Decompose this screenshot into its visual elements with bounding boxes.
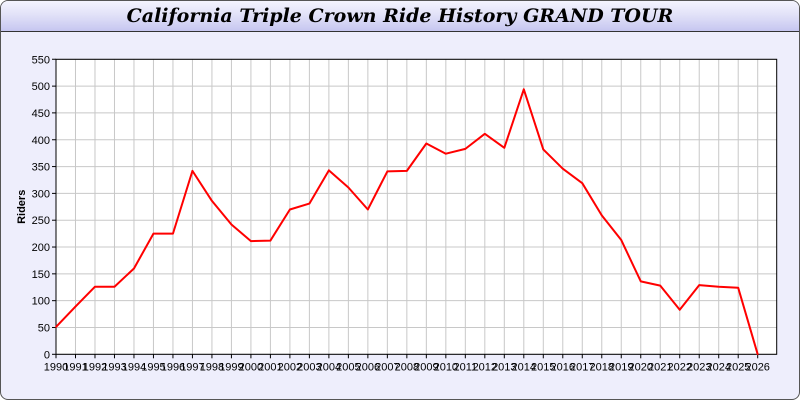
data-point [737, 286, 740, 289]
data-point [367, 208, 369, 211]
data-point [581, 182, 584, 184]
x-tick-label: 1992 [83, 361, 107, 373]
data-point [406, 170, 408, 172]
y-tick-label: 350 [32, 162, 50, 174]
data-point [74, 305, 77, 308]
data-point [308, 202, 311, 205]
plot-area [56, 59, 777, 355]
data-point [678, 308, 681, 311]
x-tick-label: 2001 [258, 361, 282, 373]
data-point [133, 267, 135, 270]
y-tick-label: 50 [38, 322, 50, 334]
x-tick-label: 2010 [434, 361, 458, 373]
y-tick-label: 450 [32, 108, 50, 120]
x-tick-label: 1993 [102, 361, 126, 373]
x-tick-label: 2013 [492, 361, 516, 373]
data-point [425, 142, 428, 145]
y-tick-label: 150 [32, 269, 50, 281]
data-point [503, 147, 506, 149]
y-tick-label: 550 [32, 54, 50, 66]
x-tick-label: 2014 [512, 361, 536, 373]
chart-title: California Triple Crown Ride History GRA… [126, 5, 674, 27]
y-tick-label: 500 [32, 81, 50, 93]
title-bar: California Triple Crown Ride History GRA… [1, 1, 799, 32]
data-point [659, 284, 662, 287]
data-point [347, 186, 350, 189]
x-tick-label: 2000 [239, 361, 263, 373]
data-point [523, 88, 525, 91]
x-tick-label: 1996 [161, 361, 185, 373]
data-point [756, 353, 759, 356]
data-point [269, 239, 272, 242]
data-point [113, 285, 116, 288]
y-axis-label: Riders [16, 190, 28, 224]
x-tick-label: 1997 [180, 361, 204, 373]
data-point [445, 152, 447, 155]
data-point [464, 148, 467, 150]
x-tick-label: 2025 [726, 361, 750, 373]
x-tick-label: 1990 [44, 361, 68, 373]
x-tick-label: 2002 [278, 361, 302, 373]
data-point [172, 232, 174, 235]
x-tick-label: 2022 [667, 361, 691, 373]
plot-border [55, 58, 778, 355]
data-point [250, 240, 252, 242]
x-tick-label: 2008 [395, 361, 419, 373]
x-tick-label: 2004 [317, 361, 341, 373]
data-point [328, 169, 330, 172]
x-tick-label: 2021 [648, 361, 672, 373]
x-tick-label: 2019 [609, 361, 633, 373]
x-tick-label: 2023 [687, 361, 711, 373]
x-tick-label: 2017 [570, 361, 594, 373]
data-point [698, 284, 701, 286]
data-point [191, 170, 194, 172]
x-tick-label: 2006 [356, 361, 380, 373]
data-point [639, 280, 642, 283]
y-tick-label: 400 [32, 135, 50, 147]
data-point [230, 223, 233, 226]
x-tick-label: 2012 [473, 361, 497, 373]
x-tick-label: 1998 [200, 361, 224, 373]
x-tick-label: 2003 [297, 361, 321, 373]
y-tick-label: 100 [32, 296, 50, 308]
x-tick-label: 2018 [590, 361, 614, 373]
data-point [620, 239, 623, 241]
x-tick-label: 2009 [414, 361, 438, 373]
data-point [717, 285, 720, 288]
data-point [600, 214, 603, 217]
data-point [152, 232, 155, 235]
x-tick-label: 2026 [745, 361, 769, 373]
data-point [55, 326, 57, 328]
x-tick-label: 1994 [122, 361, 146, 373]
data-point [542, 148, 545, 151]
x-tick-label: 2015 [531, 361, 555, 373]
data-point [561, 167, 564, 170]
x-tick-label: 1995 [141, 361, 165, 373]
data-point [211, 200, 213, 202]
data-point [289, 208, 291, 211]
y-tick-label: 200 [32, 242, 50, 254]
x-tick-label: 1991 [63, 361, 87, 373]
x-tick-label: 2020 [629, 361, 653, 373]
x-tick-label: 2011 [453, 361, 477, 373]
data-point [484, 133, 486, 135]
x-tick-label: 2024 [706, 361, 730, 373]
x-tick-label: 1999 [219, 361, 243, 373]
y-tick-label: 0 [44, 349, 50, 361]
x-tick-label: 2016 [551, 361, 575, 373]
y-tick-label: 250 [32, 215, 50, 227]
y-tick-label: 300 [32, 188, 50, 200]
x-tick-label: 2005 [336, 361, 360, 373]
x-tick-label: 2007 [375, 361, 399, 373]
data-point [94, 285, 96, 288]
data-point [386, 170, 389, 173]
